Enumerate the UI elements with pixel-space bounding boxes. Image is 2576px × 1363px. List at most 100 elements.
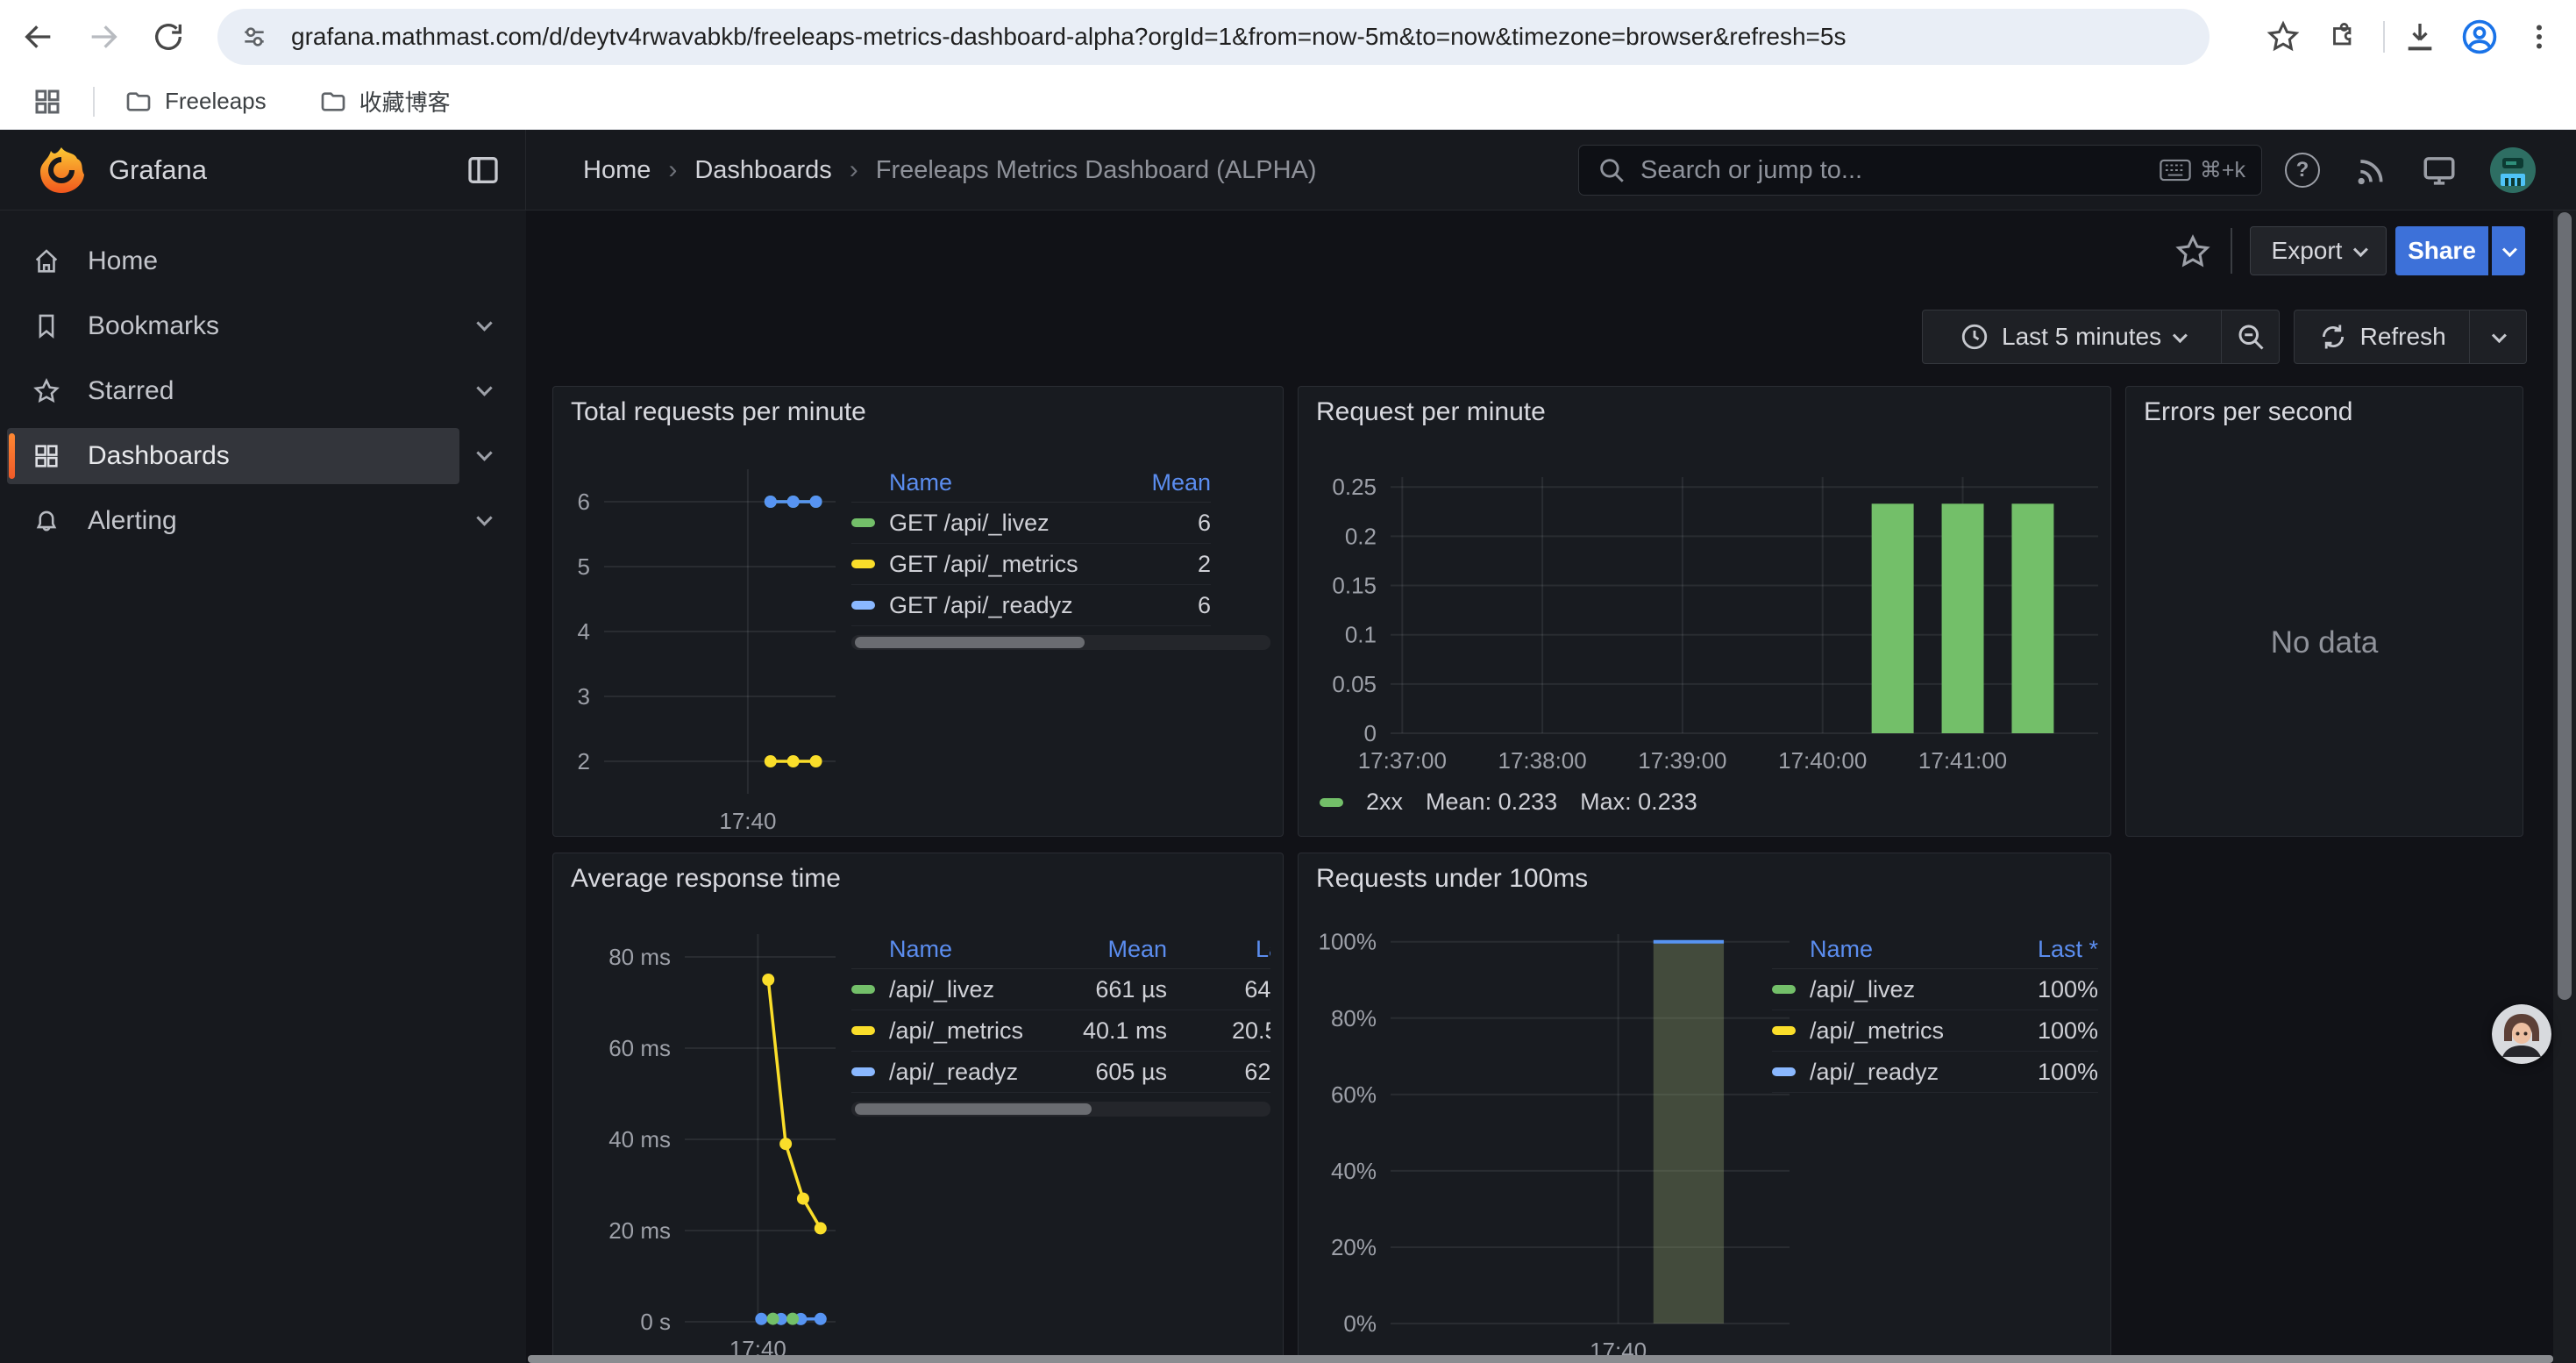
time-range-picker[interactable]: Last 5 minutes bbox=[1923, 310, 2221, 363]
legend-row[interactable]: GET /api/_metrics 2 bbox=[851, 544, 1211, 585]
legend-row[interactable]: GET /api/_readyz 6 bbox=[851, 585, 1211, 626]
page-scrollbar-thumb[interactable] bbox=[2558, 212, 2572, 1000]
series-color-pill bbox=[851, 985, 875, 994]
legend-scrollbar[interactable] bbox=[851, 635, 1270, 650]
forward-icon bbox=[86, 19, 121, 54]
forward-button[interactable] bbox=[82, 16, 125, 58]
svg-text:0.15: 0.15 bbox=[1332, 573, 1377, 599]
bookmark-folder-freeleaps[interactable]: Freeleaps bbox=[125, 88, 267, 116]
back-button[interactable] bbox=[18, 16, 60, 58]
legend-row[interactable]: /api/_livez 661 µs 646 µs bbox=[851, 969, 1270, 1010]
sidebar-item-home[interactable]: Home bbox=[7, 233, 459, 289]
legend-row[interactable]: /api/_readyz 100% bbox=[1772, 1052, 2098, 1093]
bookmark-page-button[interactable] bbox=[2260, 14, 2306, 60]
svg-text:17:38:00: 17:38:00 bbox=[1498, 747, 1587, 774]
grafana-logo[interactable] bbox=[37, 146, 86, 195]
panel-title[interactable]: Errors per second bbox=[2144, 397, 2352, 427]
request-per-minute-chart[interactable]: 0.250.20.150.10.05017:37:0017:38:0017:39… bbox=[1299, 387, 2110, 836]
favorite-dashboard-button[interactable] bbox=[2173, 232, 2213, 272]
legend-row[interactable]: /api/_metrics 40.1 ms 20.5 ms bbox=[851, 1010, 1270, 1052]
assistant-avatar[interactable] bbox=[2492, 1004, 2551, 1064]
legend-header-mean[interactable]: Mean bbox=[1062, 936, 1167, 963]
refresh-button[interactable]: Refresh bbox=[2295, 310, 2469, 363]
series-color-pill bbox=[851, 518, 875, 527]
legend-scrollbar[interactable] bbox=[851, 1102, 1270, 1117]
no-data-message: No data bbox=[2126, 625, 2523, 660]
series-color-pill bbox=[851, 601, 875, 610]
panel-legend: Name Mean GET /api/_livez 6 GET /api/_me… bbox=[851, 464, 1270, 626]
reload-icon bbox=[151, 19, 186, 54]
sidebar-item-dashboards[interactable]: Dashboards bbox=[7, 428, 459, 484]
browser-toolbar bbox=[0, 0, 2576, 74]
chevron-down-icon bbox=[2502, 242, 2517, 257]
svg-text:0 s: 0 s bbox=[640, 1309, 671, 1335]
legend-series-name: 2xx bbox=[1366, 789, 1403, 816]
legend-header-mean[interactable]: Mean bbox=[1114, 469, 1211, 496]
extensions-button[interactable] bbox=[2320, 14, 2366, 60]
breadcrumb-home[interactable]: Home bbox=[583, 156, 651, 185]
url-bar[interactable] bbox=[217, 9, 2210, 65]
user-avatar[interactable] bbox=[2488, 130, 2537, 211]
legend-header-name[interactable]: Name bbox=[851, 936, 1062, 963]
legend-header-name[interactable]: Name bbox=[851, 469, 1114, 496]
legend-row[interactable]: /api/_livez 100% bbox=[1772, 969, 2098, 1010]
help-button[interactable]: ? bbox=[2278, 130, 2327, 211]
search-box[interactable]: Search or jump to... ⌘+k bbox=[1578, 145, 2262, 196]
bookmark-folder-label: Freeleaps bbox=[165, 88, 267, 115]
chevron-down-icon[interactable] bbox=[476, 510, 492, 525]
avatar-image bbox=[2492, 1004, 2551, 1064]
share-menu-button[interactable] bbox=[2492, 226, 2525, 275]
sidebar-toggle-icon[interactable] bbox=[466, 153, 501, 188]
refresh-icon bbox=[2318, 322, 2348, 352]
help-icon: ? bbox=[2285, 153, 2320, 188]
svg-text:4: 4 bbox=[578, 618, 590, 645]
svg-text:3: 3 bbox=[578, 683, 590, 710]
chevron-down-icon[interactable] bbox=[476, 445, 492, 460]
series-color-pill bbox=[1320, 798, 1343, 807]
bookmarks-bar: Freeleaps 收藏博客 bbox=[0, 74, 2576, 130]
sidebar-item-label: Bookmarks bbox=[88, 311, 219, 341]
zoom-out-button[interactable] bbox=[2222, 310, 2279, 363]
breadcrumb: Home › Dashboards › Freeleaps Metrics Da… bbox=[583, 130, 1317, 211]
legend-row[interactable]: GET /api/_livez 6 bbox=[851, 503, 1211, 544]
series-color-pill bbox=[1772, 1067, 1796, 1076]
share-button[interactable]: Share bbox=[2395, 226, 2488, 275]
panel-legend: Name Mean Last * /api/_livez 661 µs 646 … bbox=[851, 931, 1270, 1093]
series-color-pill bbox=[851, 1026, 875, 1035]
legend-header-last[interactable]: Last * bbox=[1982, 936, 2098, 963]
chevron-down-icon[interactable] bbox=[476, 380, 492, 396]
horizontal-scrollbar[interactable] bbox=[528, 1355, 2553, 1363]
sidebar-item-bookmarks[interactable]: Bookmarks bbox=[7, 298, 459, 354]
legend-header-last[interactable]: Last * bbox=[1167, 936, 1270, 963]
site-settings-icon[interactable] bbox=[240, 23, 268, 51]
downloads-button[interactable] bbox=[2397, 14, 2443, 60]
url-input[interactable] bbox=[291, 23, 2183, 51]
folder-icon bbox=[319, 88, 347, 116]
bookmarks-divider bbox=[93, 87, 95, 117]
apps-grid-icon[interactable] bbox=[32, 86, 63, 118]
sidebar-item-alerting[interactable]: Alerting bbox=[7, 493, 459, 549]
browser-menu-button[interactable] bbox=[2516, 14, 2562, 60]
series-color-pill bbox=[1772, 1026, 1796, 1035]
refresh-controls: Refresh bbox=[2294, 310, 2527, 364]
bookmark-folder-blogs[interactable]: 收藏博客 bbox=[319, 85, 451, 118]
legend-row[interactable]: /api/_readyz 605 µs 620 µs bbox=[851, 1052, 1270, 1093]
svg-text:5: 5 bbox=[578, 553, 590, 580]
breadcrumb-dashboards[interactable]: Dashboards bbox=[694, 156, 831, 185]
download-icon bbox=[2402, 19, 2437, 54]
sidebar-item-starred[interactable]: Starred bbox=[7, 363, 459, 419]
legend-header-name[interactable]: Name bbox=[1772, 936, 1982, 963]
search-shortcut: ⌘+k bbox=[2160, 157, 2245, 183]
refresh-interval-button[interactable] bbox=[2470, 310, 2526, 363]
screen: Freeleaps 收藏博客 Grafana Home › Dashboar bbox=[0, 0, 2576, 1363]
display-button[interactable] bbox=[2415, 130, 2464, 211]
legend-row[interactable]: /api/_metrics 100% bbox=[1772, 1010, 2098, 1052]
news-button[interactable] bbox=[2346, 130, 2395, 211]
export-button[interactable]: Export bbox=[2250, 226, 2387, 275]
reload-button[interactable] bbox=[147, 16, 189, 58]
panel-legend[interactable]: 2xx Mean: 0.233 Max: 0.233 bbox=[1320, 789, 1697, 816]
dashboard-canvas: Export Share Last 5 minutes bbox=[526, 211, 2576, 1363]
profile-button[interactable] bbox=[2457, 14, 2502, 60]
grafana-app: Grafana Home › Dashboards › Freeleaps Me… bbox=[0, 130, 2576, 1363]
chevron-down-icon[interactable] bbox=[476, 315, 492, 331]
